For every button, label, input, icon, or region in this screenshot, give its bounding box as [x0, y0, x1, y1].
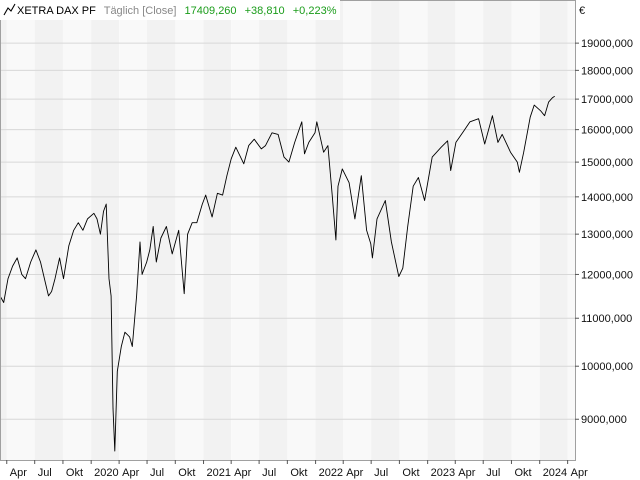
time-band — [203, 0, 232, 460]
time-band — [483, 0, 512, 460]
legend-change-pct: +0,223% — [293, 5, 337, 17]
x-tick-label: Okt — [402, 467, 419, 479]
x-tick-label: 2023 — [431, 467, 455, 479]
y-tick-label: 9000,000 — [581, 414, 627, 426]
y-tick-label: 13000,000 — [581, 229, 633, 241]
y-tick-label: 17000,000 — [581, 94, 633, 106]
y-axis: 9000,000 10000,000 11000,000 12000,000 13000… — [575, 38, 633, 426]
time-band — [0, 0, 7, 460]
x-tick-label: Jul — [262, 467, 276, 479]
time-band — [399, 0, 428, 460]
time-band — [315, 0, 344, 460]
y-tick-label: 16000,000 — [581, 125, 633, 137]
time-band — [539, 0, 568, 460]
x-tick-label: Okt — [66, 467, 83, 479]
time-band — [91, 0, 120, 460]
legend-background — [0, 0, 340, 20]
x-tick-label: 2022 — [319, 467, 343, 479]
x-tick-label: Jul — [150, 467, 164, 479]
legend-change: +38,810 — [245, 5, 285, 17]
y-tick-label: 18000,000 — [581, 65, 633, 77]
y-tick-label: 11000,000 — [581, 313, 632, 325]
x-tick-label: Apr — [122, 467, 139, 479]
x-tick-label: 2024 — [543, 467, 567, 479]
time-band — [287, 0, 316, 460]
x-tick-label: Jul — [38, 467, 52, 479]
series-line — [0, 95, 555, 452]
x-tick-label: Okt — [290, 467, 307, 479]
legend: XETRA DAX PF Täglich [Close] 17409,260 +… — [0, 0, 340, 20]
legend-last: 17409,260 — [185, 5, 237, 17]
x-tick-label: Jul — [374, 467, 388, 479]
y-tick-label: 14000,000 — [581, 192, 633, 204]
x-tick-label: Apr — [234, 467, 251, 479]
x-tick-label: Okt — [178, 467, 195, 479]
svg-text:XETRA DAX PF Täglich [Cl: XETRA DAX PF Täglich [Close] 17409,260 +… — [17, 5, 337, 17]
y-tick-label: 12000,000 — [581, 269, 633, 281]
time-band — [259, 0, 288, 460]
time-band — [147, 0, 176, 460]
time-band — [34, 0, 63, 460]
time-band — [231, 0, 260, 460]
time-band — [62, 0, 92, 460]
x-axis: Apr Jul Okt 2020 Apr Jul Okt 2021 Apr Jul Okt 2022 A… — [6, 460, 588, 479]
grid-lines — [0, 42, 575, 420]
time-bands — [0, 0, 575, 460]
time-band — [511, 0, 540, 460]
x-tick-label: 2020 — [94, 467, 118, 479]
x-tick-label: Okt — [514, 467, 531, 479]
time-band — [567, 0, 575, 460]
x-tick-label: Apr — [10, 467, 27, 479]
y-tick-label: 15000,000 — [581, 157, 633, 169]
x-tick-label: Apr — [458, 467, 475, 479]
legend-mode: Täglich [Close] — [104, 5, 177, 17]
time-band — [455, 0, 484, 460]
time-band — [119, 0, 148, 460]
line-chart-icon — [3, 3, 16, 16]
time-band — [427, 0, 456, 460]
x-tick-label: 2021 — [207, 467, 231, 479]
x-tick-label: Jul — [486, 467, 500, 479]
x-tick-label: Apr — [346, 467, 363, 479]
x-tick-label: Apr — [571, 467, 588, 479]
y-tick-label: 19000,000 — [581, 38, 633, 50]
time-band — [6, 0, 35, 460]
y-tick-label: 10000,000 — [581, 361, 633, 373]
legend-name: XETRA DAX PF — [17, 5, 96, 17]
y-axis-unit: € — [579, 5, 585, 17]
